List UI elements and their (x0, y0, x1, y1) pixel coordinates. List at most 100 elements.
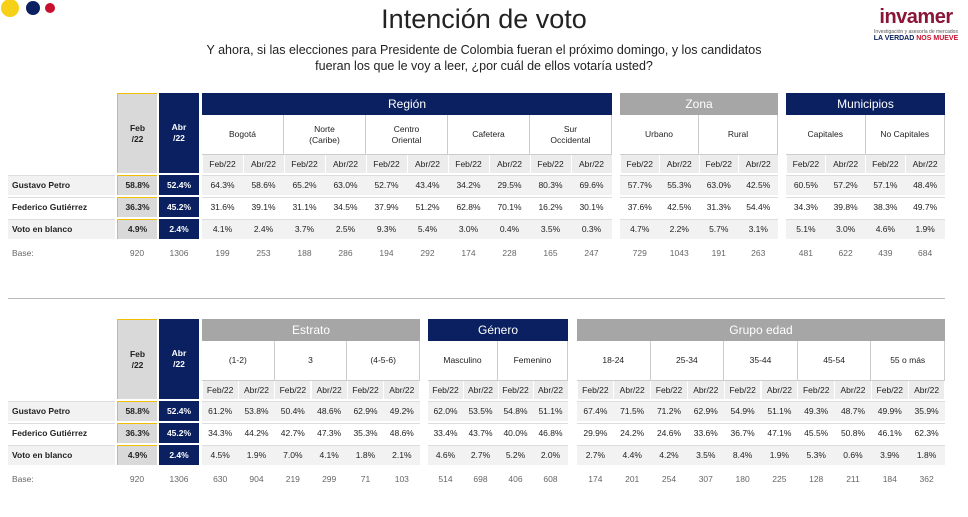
base-value: 286 (338, 247, 353, 258)
value-cell: 4.4% (613, 445, 651, 465)
value-cell: 3.0% (825, 219, 866, 239)
row-label: Gustavo Petro (8, 175, 115, 195)
value-cell: 49.2% (383, 401, 420, 421)
base-value: 184 (882, 473, 897, 484)
value-cell: 34.3% (202, 423, 239, 443)
value-cell: 65.2% (284, 175, 325, 195)
value-cell: 63.0% (699, 175, 739, 195)
base-value: 1043 (669, 247, 689, 258)
total-cell: 36.3% (117, 197, 157, 217)
period-label: Feb/22 (448, 155, 489, 173)
value-cell: 1.8% (908, 445, 945, 465)
total-cell: 58.8% (117, 401, 157, 421)
logo: invamer Investigación y asesoría de merc… (870, 6, 962, 42)
separator (8, 298, 945, 299)
value-cell: 46.1% (871, 423, 909, 443)
value-cell: 33.6% (687, 423, 725, 443)
total-cell: 52.4% (159, 175, 199, 195)
value-cell: 53.8% (238, 401, 275, 421)
value-cell: 62.9% (347, 401, 384, 421)
value-cell: 48.6% (383, 423, 420, 443)
base-value: 608 (543, 473, 558, 484)
value-cell: 51.2% (407, 197, 448, 217)
period-label: Feb/22 (428, 381, 463, 399)
value-cell: 57.7% (620, 175, 660, 195)
row-label: Federico Gutiérrez (8, 423, 115, 443)
value-cell: 44.2% (238, 423, 275, 443)
period-label: Feb/22 (347, 381, 384, 399)
period-label: Feb/22 (871, 381, 908, 399)
value-cell: 35.3% (347, 423, 384, 443)
value-cell: 4.6% (865, 219, 906, 239)
value-cell: 2.2% (659, 219, 699, 239)
logo-brand: invamer (879, 6, 953, 28)
value-cell: 3.9% (871, 445, 909, 465)
value-cell: 51.1% (761, 401, 798, 421)
value-cell: 39.8% (825, 197, 866, 217)
value-cell: 1.9% (238, 445, 275, 465)
period-label: Abr/22 (243, 155, 284, 173)
value-cell: 64.3% (202, 175, 243, 195)
value-cell: 49.9% (871, 401, 909, 421)
value-cell: 5.4% (407, 219, 448, 239)
base-value: 630 (213, 473, 228, 484)
subgroup-label: Norte (Caribe) (284, 115, 366, 155)
period-label: Abr/22 (614, 381, 651, 399)
base-value: 299 (322, 473, 337, 484)
value-cell: 63.0% (325, 175, 366, 195)
period-label: Feb/22 (498, 381, 533, 399)
period-label: Abr/22 (835, 381, 871, 399)
value-cell: 8.4% (724, 445, 761, 465)
value-cell: 54.9% (724, 401, 761, 421)
total-cell: 52.4% (159, 401, 199, 421)
base-value: 439 (878, 247, 893, 258)
base-value: 253 (256, 247, 271, 258)
value-cell: 39.1% (243, 197, 284, 217)
logo-slogan: NOS MUEVE (916, 35, 959, 42)
value-cell: 50.8% (834, 423, 872, 443)
base-value: 194 (379, 247, 394, 258)
subgroup-label: Cafetera (448, 115, 530, 155)
value-cell: 4.2% (650, 445, 688, 465)
base-value: 219 (285, 473, 300, 484)
value-cell: 5.1% (786, 219, 826, 239)
value-cell: 42.5% (659, 197, 699, 217)
value-cell: 31.6% (202, 197, 243, 217)
base-value: 481 (798, 247, 813, 258)
subgroup-label: (1-2) (202, 341, 275, 381)
value-cell: 2.1% (383, 445, 420, 465)
base-value: 174 (461, 247, 476, 258)
total-header: Feb /22 (117, 93, 157, 173)
period-label: Feb/22 (699, 155, 738, 173)
value-cell: 31.1% (284, 197, 325, 217)
value-cell: 34.5% (325, 197, 366, 217)
value-cell: 71.2% (650, 401, 688, 421)
total-header: Feb /22 (117, 319, 157, 399)
group-header: Municipios (786, 93, 945, 115)
value-cell: 62.3% (908, 423, 945, 443)
value-cell: 71.5% (613, 401, 651, 421)
total-cell: 2.4% (159, 445, 199, 465)
period-label: Abr/22 (660, 155, 699, 173)
period-label: Feb/22 (284, 155, 325, 173)
value-cell: 34.2% (448, 175, 489, 195)
value-cell: 35.9% (908, 401, 945, 421)
value-cell: 29.9% (577, 423, 614, 443)
value-cell: 4.5% (202, 445, 239, 465)
period-label: Abr/22 (463, 381, 498, 399)
value-cell: 48.6% (311, 401, 348, 421)
title: Intención de voto (381, 4, 587, 34)
value-cell: 1.8% (347, 445, 384, 465)
value-cell: 3.5% (687, 445, 725, 465)
row-label: Gustavo Petro (8, 401, 115, 421)
period-label: Abr/22 (384, 381, 420, 399)
value-cell: 80.3% (530, 175, 571, 195)
period-label: Feb/22 (724, 381, 761, 399)
value-cell: 50.4% (274, 401, 311, 421)
base-value: 684 (918, 247, 933, 258)
base-value: 622 (838, 247, 853, 258)
total-cell: 58.8% (117, 175, 157, 195)
value-cell: 48.7% (834, 401, 872, 421)
base-value: 191 (711, 247, 726, 258)
